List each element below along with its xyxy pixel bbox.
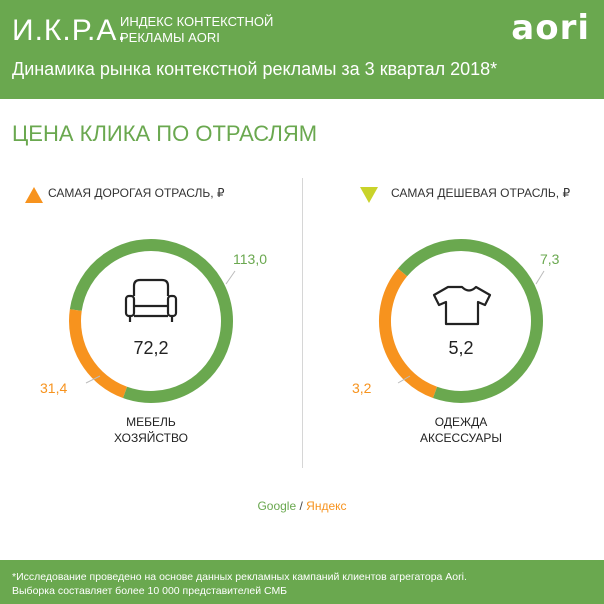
category-line-2: ХОЗЯЙСТВО — [114, 431, 188, 445]
google-value-cheap: 7,3 — [540, 251, 560, 267]
brand-title: И.К.Р.А. — [12, 14, 127, 47]
category-cheap: ОДЕЖДА АКСЕССУАРЫ — [391, 414, 531, 446]
section-title: ЦЕНА КЛИКА ПО ОТРАСЛЯМ — [12, 121, 318, 146]
armchair-icon — [124, 278, 178, 322]
column-divider — [302, 178, 303, 468]
donut-segment-yandex — [379, 268, 438, 399]
yandex-value-cheap: 3,2 — [352, 380, 372, 396]
header-banner: И.К.Р.А. ИНДЕКС КОНТЕКСТНОЙ РЕКЛАМЫ AORI… — [0, 0, 604, 99]
donut-chart-expensive — [69, 239, 236, 403]
center-value-expensive: 72,2 — [133, 338, 169, 358]
google-value-expensive: 113,0 — [233, 251, 267, 267]
leader-line-yandex — [85, 375, 101, 384]
footer-line-2: Выборка составляет более 10 000 представ… — [12, 585, 288, 597]
donut-segment-google — [397, 239, 543, 403]
legend-cheap: САМАЯ ДЕШЕВАЯ ОТРАСЛЬ, ₽ — [391, 186, 571, 200]
page-subtitle: Динамика рынка контекстной рекламы за 3 … — [12, 59, 498, 79]
leader-line-yandex — [397, 375, 411, 384]
category-line-1: ОДЕЖДА — [434, 415, 488, 429]
legend-expensive: САМАЯ ДОРОГАЯ ОТРАСЛЬ, ₽ — [48, 186, 225, 200]
leader-line-google — [535, 270, 545, 285]
donut-chart-cheap — [379, 239, 545, 403]
legend-google: Google — [257, 499, 297, 513]
donut-segment-yandex — [69, 309, 128, 399]
legend-separator: / — [296, 499, 307, 513]
aori-logo: aori — [511, 8, 590, 48]
source-legend: Google / Яндекс — [0, 499, 604, 513]
triangle-down-icon — [360, 187, 378, 203]
brand-subtitle-line-1: ИНДЕКС КОНТЕКСТНОЙ — [120, 14, 274, 29]
yandex-value-expensive: 31,4 — [40, 380, 68, 396]
brand-subtitle-line-2: РЕКЛАМЫ AORI — [120, 30, 220, 45]
center-value-cheap: 5,2 — [448, 338, 474, 358]
category-line-2: АКСЕССУАРЫ — [420, 431, 502, 445]
donut-segment-google — [69, 239, 233, 403]
tshirt-icon — [432, 285, 492, 326]
category-line-1: МЕБЕЛЬ — [126, 415, 176, 429]
triangle-up-icon — [25, 187, 43, 203]
brand-subtitle: ИНДЕКС КОНТЕКСТНОЙ РЕКЛАМЫ AORI — [120, 14, 273, 46]
legend-yandex: Яндекс — [306, 499, 347, 513]
category-expensive: МЕБЕЛЬ ХОЗЯЙСТВО — [81, 414, 221, 446]
footer-line-1: *Исследование проведено на основе данных… — [12, 571, 467, 583]
leader-line-google — [225, 270, 236, 285]
footer-note: *Исследование проведено на основе данных… — [0, 560, 604, 604]
